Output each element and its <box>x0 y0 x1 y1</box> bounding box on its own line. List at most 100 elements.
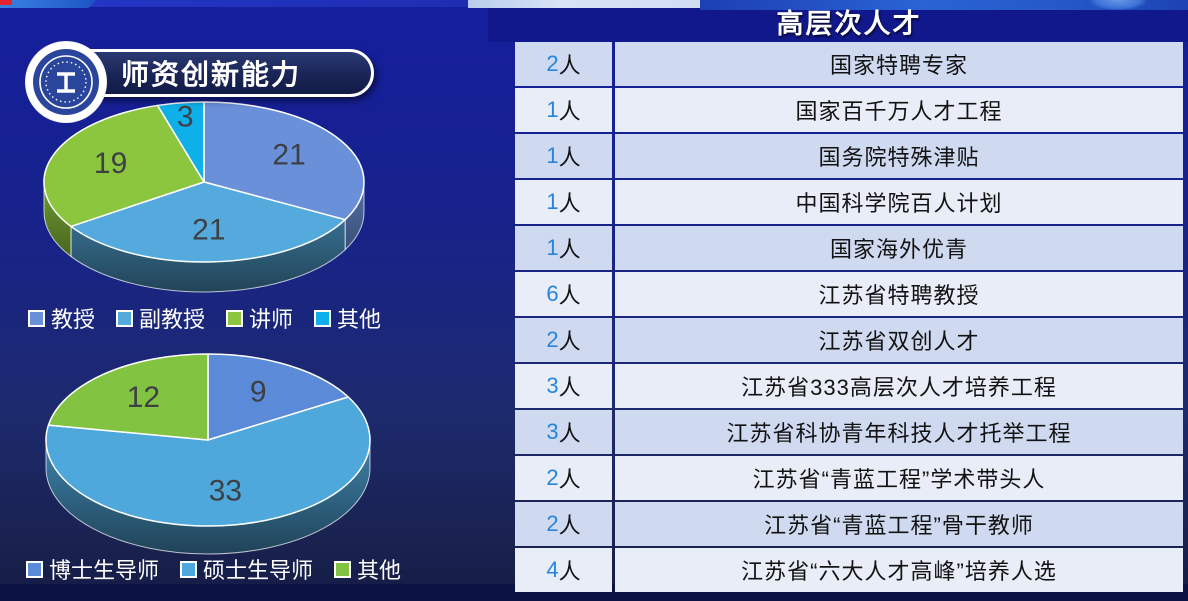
table-row: 3 人江苏省333高层次人才培养工程 <box>515 364 1183 408</box>
talent-name-cell: 国家海外优青 <box>615 226 1183 270</box>
talent-count: 1 <box>546 143 559 168</box>
top-strip-light <box>468 0 706 8</box>
talent-count-unit: 人 <box>558 283 581 308</box>
talent-name-cell: 江苏省333高层次人才培养工程 <box>615 364 1183 408</box>
pie-value-label: 21 <box>272 138 305 171</box>
talent-count: 1 <box>546 235 559 260</box>
pie2-legend: 博士生导师 硕士生导师 其他 <box>26 553 401 585</box>
legend-item: 博士生导师 <box>26 553 159 585</box>
talent-count-unit: 人 <box>558 467 581 492</box>
top-strip-glow <box>1090 0 1146 10</box>
top-strip-middle <box>88 0 490 7</box>
pie-slice-其他 <box>156 101 205 183</box>
top-strip-right <box>700 0 1188 10</box>
pie-slice-wall <box>70 218 346 293</box>
talent-count: 3 <box>546 419 559 444</box>
red-corner-mark <box>0 0 12 5</box>
table-row: 1 人国家百千万人才工程 <box>515 88 1183 132</box>
talent-count-unit: 人 <box>558 329 581 354</box>
talent-count: 2 <box>546 511 559 536</box>
talent-name-cell: 江苏省“青蓝工程”学术带头人 <box>615 456 1183 500</box>
pie-slice-博士生导师 <box>207 353 350 441</box>
legend-label: 讲师 <box>249 307 294 332</box>
pie-value-label: 3 <box>177 101 194 134</box>
talent-table: 2 人国家特聘专家 1 人国家百千万人才工程 1 人国务院特殊津贴 1 人中国科学院百人计划 1… <box>515 42 1183 592</box>
table-header-band <box>488 8 1188 42</box>
legend-item: 其他 <box>334 553 401 585</box>
pie-slice-wall <box>45 439 371 555</box>
talent-count-unit: 人 <box>558 421 581 446</box>
legend-item: 副教授 <box>116 302 205 334</box>
legend-swatch <box>180 560 198 578</box>
talent-count: 6 <box>546 281 559 306</box>
talent-count: 2 <box>546 327 559 352</box>
talent-count-unit: 人 <box>558 53 581 78</box>
legend-item: 讲师 <box>226 302 293 334</box>
talent-name-cell: 江苏省特聘教授 <box>615 272 1183 316</box>
talent-count: 4 <box>546 557 559 582</box>
talent-name-cell: 国家百千万人才工程 <box>615 88 1183 132</box>
pie-slice-wall <box>344 181 365 251</box>
talent-count-unit: 人 <box>558 145 581 170</box>
talent-count-unit: 人 <box>558 99 581 124</box>
pie-value-label: 12 <box>127 381 160 414</box>
talent-count-unit: 人 <box>558 237 581 262</box>
talent-count: 1 <box>546 189 559 214</box>
legend-label: 其他 <box>337 307 382 332</box>
talent-name-cell: 中国科学院百人计划 <box>615 180 1183 224</box>
pie1-legend: 教授 副教授 讲师 其他 <box>28 302 381 334</box>
pie-value-label: 19 <box>94 147 127 180</box>
legend-label: 副教授 <box>139 307 206 332</box>
legend-swatch <box>28 309 45 327</box>
table-row: 1 人国务院特殊津贴 <box>515 134 1183 178</box>
legend-item: 教授 <box>28 302 95 334</box>
talent-count-unit: 人 <box>558 191 581 216</box>
legend-label: 硕士生导师 <box>203 558 314 583</box>
talent-name-cell: 国务院特殊津贴 <box>615 134 1183 178</box>
table-title: 高层次人才 <box>776 9 922 39</box>
legend-swatch <box>226 309 244 327</box>
table-row: 3 人江苏省科协青年科技人才托举工程 <box>515 410 1183 454</box>
table-row: 1 人国家海外优青 <box>515 226 1183 270</box>
table-row: 2 人国家特聘专家 <box>515 42 1183 86</box>
pie-value-label: 9 <box>250 376 267 409</box>
legend-item: 其他 <box>314 302 381 334</box>
table-row: 4 人江苏省“六大人才高峰”培养人选 <box>515 548 1183 592</box>
table-row: 2 人江苏省双创人才 <box>515 318 1183 362</box>
talent-count: 2 <box>546 51 559 76</box>
pie-value-label: 33 <box>209 474 242 507</box>
legend-swatch <box>116 309 134 327</box>
talent-count: 1 <box>546 97 559 122</box>
table-row: 6 人江苏省特聘教授 <box>515 272 1183 316</box>
legend-label: 教授 <box>51 307 96 332</box>
pie-slice-硕士生导师 <box>45 396 371 527</box>
legend-swatch <box>334 560 352 578</box>
table-row: 1 人中国科学院百人计划 <box>515 180 1183 224</box>
pie-slice-教授 <box>203 101 365 221</box>
pie-slice-副教授 <box>70 181 346 263</box>
legend-item: 硕士生导师 <box>180 553 313 585</box>
pie-slice-其他 <box>47 353 209 441</box>
pie-slice-wall <box>43 181 72 258</box>
talent-name-cell: 江苏省“六大人才高峰”培养人选 <box>615 548 1183 592</box>
legend-label: 其他 <box>357 558 402 583</box>
talent-count-unit: 人 <box>558 375 581 400</box>
talent-name-cell: 江苏省“青蓝工程”骨干教师 <box>615 502 1183 546</box>
talent-count-unit: 人 <box>558 513 581 538</box>
talent-name-cell: 江苏省科协青年科技人才托举工程 <box>615 410 1183 454</box>
legend-label: 博士生导师 <box>49 558 160 583</box>
table-row: 2 人江苏省“青蓝工程”骨干教师 <box>515 502 1183 546</box>
top-strip-left <box>0 0 96 8</box>
